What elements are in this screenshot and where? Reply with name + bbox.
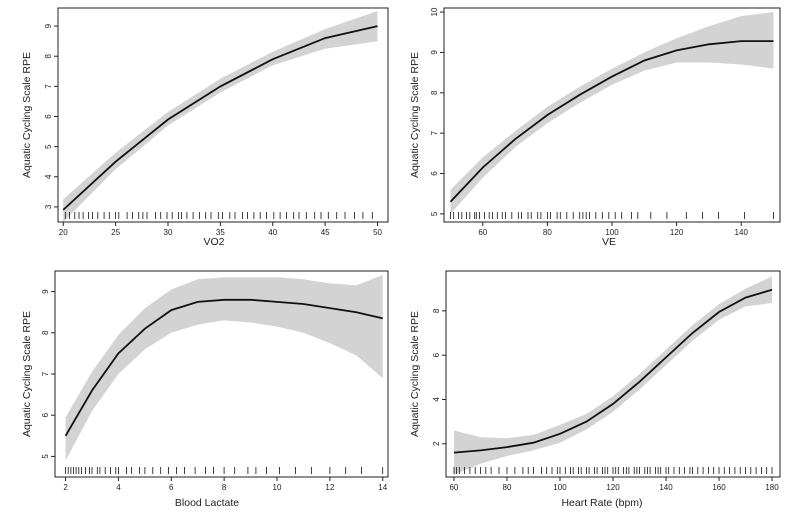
fitted-curve	[453, 288, 773, 454]
y-axis-label: Aquatic Cycling Scale RPE	[21, 311, 33, 437]
x-tick-label: 80	[503, 483, 512, 492]
y-tick-label: 7	[41, 371, 50, 376]
y-tick-label: 8	[41, 330, 50, 335]
y-tick-label: 8	[432, 308, 441, 313]
x-axis-label: Blood Lactate	[175, 497, 239, 509]
x-axis-label: VE	[602, 236, 616, 248]
x-tick-label: 100	[605, 228, 619, 237]
y-tick-label: 9	[41, 289, 50, 294]
y-tick-label: 5	[44, 144, 53, 149]
y-tick-label: 10	[430, 7, 439, 16]
plot-box	[57, 7, 389, 223]
x-tick-label: 8	[222, 483, 227, 492]
x-tick-label: 30	[164, 228, 173, 237]
x-tick-label: 45	[321, 228, 330, 237]
x-tick-label: 160	[712, 483, 726, 492]
x-tick-label: 60	[478, 228, 487, 237]
y-tick-label: 6	[432, 352, 441, 357]
x-tick-label: 20	[59, 228, 68, 237]
fitted-curve	[449, 40, 774, 203]
fitted-curve	[62, 25, 378, 211]
chart-ve-panel: 60 80 100 120 140 5 6 7 8 9 10 VE Aquatic Cycling Sc…	[409, 7, 781, 248]
y-tick-label: 4	[44, 174, 53, 179]
y-tick-label: 6	[44, 114, 53, 119]
y-tick-label: 9	[430, 50, 439, 55]
y-tick-label: 8	[44, 53, 53, 58]
y-tick-label: 5	[41, 454, 50, 459]
x-axis-label: VO2	[203, 236, 224, 248]
confidence-band	[454, 276, 772, 475]
y-tick-label: 7	[430, 130, 439, 135]
y-tick-label: 7	[44, 84, 53, 89]
x-tick-label: 2	[63, 483, 68, 492]
y-tick-label: 9	[44, 23, 53, 28]
chart-blood-lactate-panel: 2 4 6 8 10 12 14 5 6 7 8 9 Blood Lactate Aquatic Cycl…	[21, 270, 389, 509]
x-tick-label: 120	[670, 228, 684, 237]
x-tick-label: 35	[216, 228, 225, 237]
confidence-band	[63, 11, 378, 222]
y-tick-label: 8	[430, 90, 439, 95]
x-tick-label: 6	[169, 483, 174, 492]
y-tick-label: 5	[430, 211, 439, 216]
x-tick-label: 14	[378, 483, 387, 492]
x-tick-label: 12	[325, 483, 334, 492]
x-tick-label: 10	[273, 483, 282, 492]
confidence-band	[450, 12, 774, 214]
x-tick-label: 4	[116, 483, 121, 492]
x-tick-label: 25	[111, 228, 120, 237]
y-axis-label: Aquatic Cycling Scale RPE	[21, 52, 33, 178]
x-tick-label: 40	[268, 228, 277, 237]
x-tick-label: 50	[373, 228, 382, 237]
x-tick-label: 140	[735, 228, 749, 237]
chart-heart-rate-panel: 60 80 100 120 140 160 180 2 4 6 8 Heart Rate (bpm) A…	[409, 270, 781, 509]
confidence-band	[65, 275, 383, 461]
y-tick-label: 3	[44, 204, 53, 209]
fitted-curve	[64, 298, 383, 437]
y-tick-label: 4	[432, 397, 441, 402]
x-tick-label: 100	[553, 483, 567, 492]
x-tick-label: 140	[659, 483, 673, 492]
y-tick-label: 6	[430, 171, 439, 176]
y-tick-label: 2	[432, 441, 441, 446]
x-tick-label: 60	[449, 483, 458, 492]
x-tick-label: 180	[765, 483, 779, 492]
y-tick-label: 6	[41, 412, 50, 417]
x-tick-label: 80	[543, 228, 552, 237]
y-axis-label: Aquatic Cycling Scale RPE	[409, 52, 421, 178]
x-axis-label: Heart Rate (bpm)	[561, 497, 642, 509]
y-axis-label: Aquatic Cycling Scale RPE	[409, 311, 421, 437]
x-tick-label: 120	[606, 483, 620, 492]
